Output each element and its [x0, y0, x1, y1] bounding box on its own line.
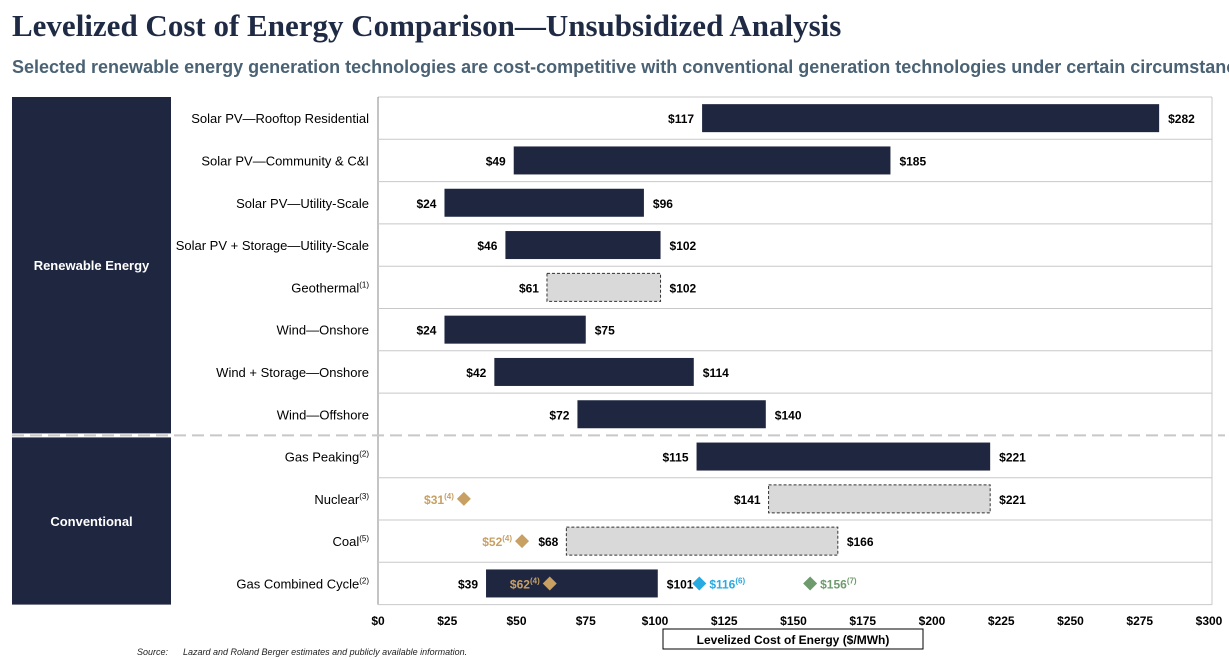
x-tick-label: $150 [780, 614, 807, 628]
low-value-label: $24 [416, 324, 436, 338]
range-bar [565, 526, 839, 556]
marker-label: $62(4) [510, 576, 540, 591]
source-label: Source: [137, 647, 169, 657]
group-label: Renewable Energy [34, 258, 150, 273]
category-label: Gas Peaking(2) [285, 450, 370, 465]
range-bar [444, 315, 586, 344]
category-label: Wind—Offshore [277, 407, 369, 422]
x-tick-label: $200 [919, 614, 946, 628]
high-value-label: $75 [595, 324, 615, 338]
low-value-label: $46 [477, 239, 497, 253]
range-bar [494, 357, 694, 386]
low-value-label: $49 [486, 154, 506, 168]
low-value-label: $42 [466, 366, 486, 380]
source-note: Source: Lazard and Roland Berger estimate… [137, 647, 467, 657]
group-panel [12, 437, 171, 605]
group-label: Conventional [50, 514, 132, 529]
high-value-label: $282 [1168, 112, 1195, 126]
category-label: Wind + Storage—Onshore [216, 365, 369, 380]
x-tick-label: $75 [576, 614, 596, 628]
x-tick-label: $175 [849, 614, 876, 628]
x-tick-label: $300 [1196, 614, 1223, 628]
x-tick-label: $0 [371, 614, 385, 628]
range-bar [513, 146, 891, 175]
marker-label: $156(7) [820, 576, 857, 591]
high-value-label: $96 [653, 197, 673, 211]
high-value-label: $166 [847, 535, 874, 549]
category-label: Solar PV + Storage—Utility-Scale [176, 238, 369, 253]
category-label: Gas Combined Cycle(2) [236, 576, 369, 591]
category-label: Solar PV—Community & C&I [201, 153, 369, 168]
category-label: Nuclear(3) [314, 492, 369, 507]
marker-label: $52(4) [482, 534, 512, 549]
category-label: Coal(5) [332, 534, 369, 549]
page-title: Levelized Cost of Energy Comparison—Unsu… [12, 8, 842, 43]
range-bar [546, 272, 662, 302]
range-bar [577, 400, 766, 429]
category-label: Solar PV—Utility-Scale [236, 196, 369, 211]
low-value-label: $115 [663, 451, 689, 465]
x-axis-label-box [662, 628, 924, 650]
source-text: Lazard and Roland Berger estimates and p… [183, 647, 468, 657]
low-value-label: $24 [416, 197, 436, 211]
high-value-label: $102 [670, 239, 697, 253]
x-axis-label: Levelized Cost of Energy ($/MWh) [697, 633, 890, 647]
range-bar [702, 104, 1160, 133]
marker-diamond [515, 534, 530, 549]
range-bar [696, 442, 991, 471]
low-value-label: $141 [734, 493, 761, 507]
high-value-label: $114 [703, 366, 729, 380]
range-bar [768, 484, 991, 514]
marker-label: $116(6) [709, 576, 745, 591]
marker-label: $31(4) [424, 492, 454, 507]
category-label: Wind—Onshore [277, 323, 369, 338]
low-value-label: $72 [549, 408, 569, 422]
high-value-label: $140 [775, 408, 802, 422]
x-tick-label: $100 [642, 614, 669, 628]
low-value-label: $117 [668, 112, 694, 126]
x-tick-label: $125 [711, 614, 738, 628]
x-tick-label: $50 [506, 614, 526, 628]
x-tick-label: $25 [437, 614, 457, 628]
high-value-label: $185 [899, 154, 926, 168]
high-value-label: $221 [999, 451, 1026, 465]
marker-diamond [542, 576, 557, 591]
high-value-label: $102 [670, 281, 697, 295]
high-value-label: $101 [667, 577, 694, 591]
low-value-label: $39 [458, 577, 478, 591]
x-tick-label: $250 [1057, 614, 1084, 628]
marker-diamond [456, 491, 471, 506]
category-label: Geothermal(1) [291, 280, 369, 295]
x-tick-label: $225 [988, 614, 1015, 628]
marker-diamond [692, 576, 707, 591]
category-label: Solar PV—Rooftop Residential [191, 111, 369, 126]
high-value-label: $221 [999, 493, 1026, 507]
marker-diamond [803, 576, 818, 591]
x-tick-label: $275 [1126, 614, 1153, 628]
range-bar [486, 569, 658, 598]
group-panel [12, 97, 171, 434]
range-bar [505, 231, 661, 260]
range-bar [444, 188, 644, 217]
low-value-label: $68 [538, 535, 558, 549]
low-value-label: $61 [519, 281, 539, 295]
page-subtitle: Selected renewable energy generation tec… [12, 57, 1229, 77]
